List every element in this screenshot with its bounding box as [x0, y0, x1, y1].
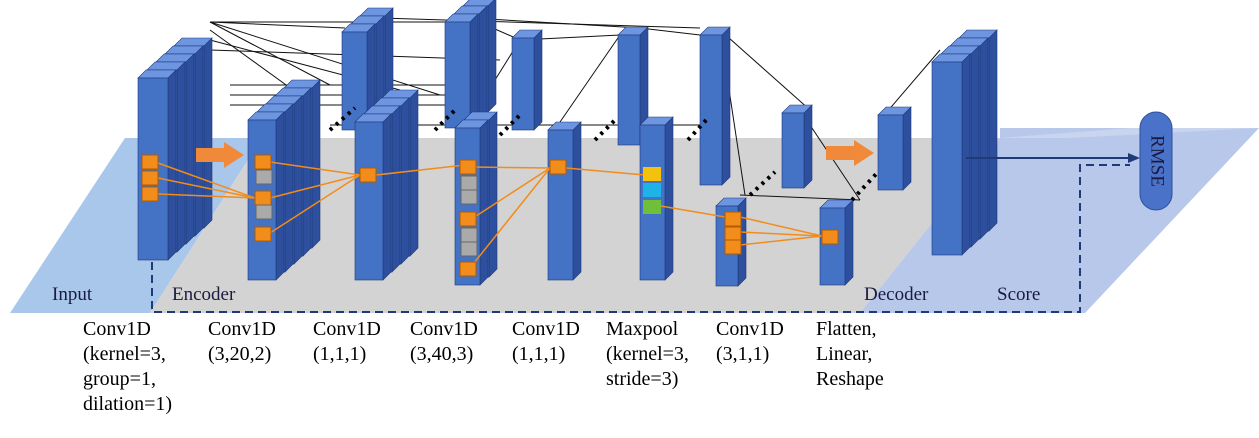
decoder-label: Decoder: [864, 284, 929, 305]
layer-caption: (1,1,1): [313, 343, 366, 365]
block-side: [195, 46, 203, 236]
block-side: [392, 106, 400, 272]
block: [455, 128, 480, 285]
unit: [255, 155, 271, 169]
block-side: [303, 88, 311, 256]
layer-caption: (3,20,2): [208, 343, 271, 365]
layer-caption: Linear,: [816, 343, 872, 365]
layer-caption: Reshape: [816, 368, 884, 390]
layer-caption: group=1,: [83, 368, 156, 390]
empty-unit: [461, 190, 477, 204]
layer-caption: Flatten,: [816, 318, 877, 340]
connector: [560, 35, 620, 122]
connector: [210, 22, 440, 95]
block-side: [971, 46, 979, 247]
layer-caption: Maxpool: [606, 318, 679, 340]
block: [618, 35, 640, 145]
unit: [142, 187, 158, 201]
layer-caption: Conv1D: [83, 318, 151, 340]
unit: [255, 227, 271, 241]
unit-cyan: [643, 183, 661, 197]
ellipsis: [595, 120, 615, 140]
input-label: Input: [52, 284, 93, 305]
unit: [460, 212, 476, 226]
block: [932, 62, 962, 255]
layer-caption: (3,1,1): [716, 343, 769, 365]
block-side: [410, 90, 418, 256]
block-side: [401, 98, 409, 264]
unit: [360, 168, 376, 182]
connector: [640, 28, 700, 35]
unit: [725, 240, 741, 254]
block-side: [285, 104, 293, 272]
block: [820, 208, 845, 285]
block-side: [204, 38, 212, 228]
connector: [210, 22, 345, 28]
empty-unit: [256, 170, 272, 184]
layer-caption: Conv1D: [410, 318, 478, 340]
block-side: [186, 54, 194, 244]
block: [355, 122, 383, 280]
connector: [380, 18, 700, 28]
block-side: [177, 62, 185, 252]
block-side: [804, 105, 812, 188]
block-side: [168, 70, 176, 260]
rmse-label: RMSE: [1147, 135, 1168, 187]
connector: [720, 30, 810, 110]
empty-unit: [461, 228, 477, 242]
layer-caption: (kernel=3,: [83, 343, 166, 365]
unit-green: [643, 200, 661, 214]
layer-caption: Conv1D: [512, 318, 580, 340]
unit: [822, 230, 838, 244]
unit: [725, 227, 741, 241]
diagram: Input Encoder Decoder Score RMSE Conv1D (…: [0, 0, 1259, 438]
block-side: [489, 112, 497, 277]
block-side: [962, 54, 970, 255]
block-side: [488, 0, 496, 112]
layer-caption: (kernel=3,: [606, 343, 689, 365]
block-side: [312, 80, 320, 248]
layer-caption: dilation=1): [83, 393, 172, 415]
block-side: [573, 122, 581, 280]
layer-caption: Conv1D: [313, 318, 381, 340]
block-side: [479, 6, 487, 120]
unit: [142, 155, 158, 169]
empty-unit: [461, 176, 477, 190]
block-side: [294, 96, 302, 264]
empty-unit: [256, 205, 272, 219]
link: [470, 167, 550, 168]
layer-caption: (3,40,3): [410, 343, 473, 365]
unit: [142, 171, 158, 185]
block-side: [722, 27, 730, 185]
block-side: [470, 14, 478, 128]
encoder-label: Encoder: [172, 284, 236, 305]
block-side: [980, 38, 988, 239]
block-side: [480, 120, 488, 285]
block-side: [989, 30, 997, 231]
layer-caption: Conv1D: [208, 318, 276, 340]
block: [445, 22, 470, 128]
unit: [460, 262, 476, 276]
layer-caption: Conv1D: [716, 318, 784, 340]
block-side: [903, 107, 911, 190]
empty-unit: [461, 242, 477, 256]
block-side: [534, 30, 542, 130]
block: [700, 35, 722, 185]
unit: [725, 212, 741, 226]
block-side: [665, 117, 673, 280]
block: [782, 113, 804, 188]
layer-caption: stride=3): [606, 368, 678, 390]
block: [512, 38, 534, 130]
block: [878, 115, 903, 190]
block-side: [383, 114, 391, 280]
unit: [460, 160, 476, 174]
unit-yellow: [643, 167, 661, 181]
unit: [550, 160, 566, 174]
block: [548, 130, 573, 280]
layer-caption: (1,1,1): [512, 343, 565, 365]
block-side: [845, 200, 853, 285]
unit: [255, 191, 271, 205]
score-label: Score: [997, 284, 1040, 305]
